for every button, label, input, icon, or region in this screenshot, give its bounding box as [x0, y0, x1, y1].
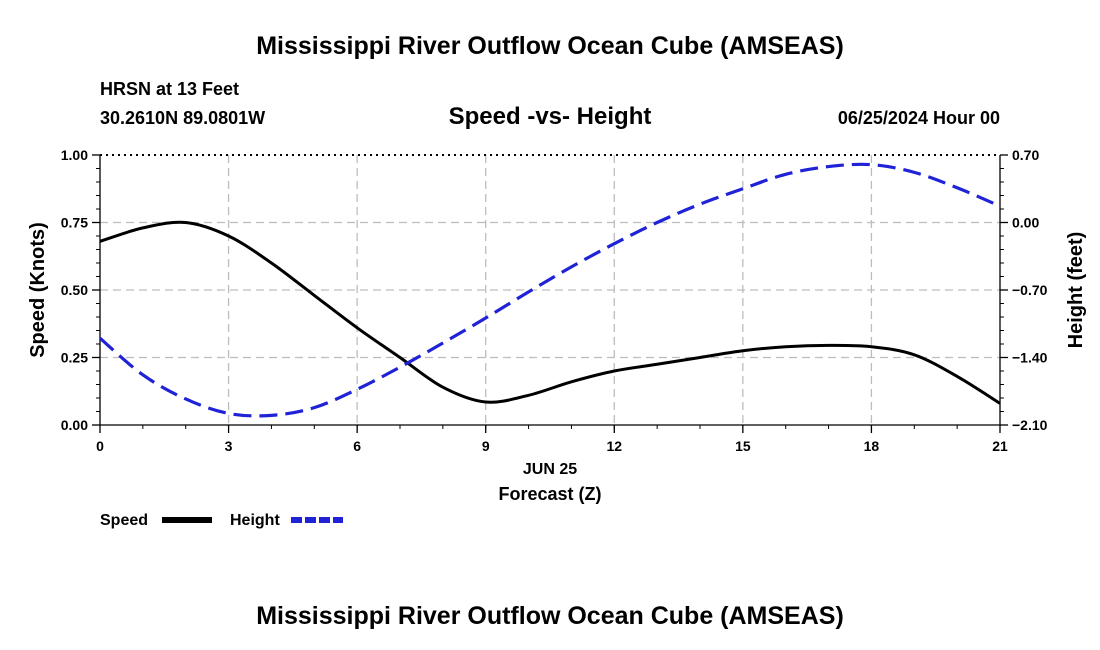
y-left-tick-label: 1.00 [61, 147, 88, 163]
legend-speed-label: Speed [100, 512, 148, 529]
y-right-axis-title: Height (feet) [1065, 232, 1087, 349]
plot-area: 0.00 0.25 0.50 0.75 1.00 −2.10 −1.40 −0.70 0.00 0… [61, 147, 1048, 454]
grid-lines [100, 155, 1000, 425]
x-tick-label: 3 [225, 438, 233, 454]
x-tick-label: 9 [482, 438, 490, 454]
x-tick-label: 21 [992, 438, 1008, 454]
series-lines [98, 162, 1001, 418]
x-tick-label: 15 [735, 438, 751, 454]
y-left-axis-title: Speed (Knots) [27, 222, 49, 358]
series-line-speed [99, 220, 1001, 405]
series-line-height [98, 162, 1001, 418]
chart-main-title: Mississippi River Outflow Ocean Cube (AM… [256, 32, 844, 60]
chart-subtitle: Speed -vs- Height [449, 103, 652, 130]
coordinates-label: 30.2610N 89.0801W [100, 108, 265, 128]
x-tick-label: 18 [864, 438, 880, 454]
x-tick-label: 0 [96, 438, 104, 454]
y-left-tick-label: 0.75 [61, 215, 88, 231]
y-left-tick-label: 0.50 [61, 282, 88, 298]
y-right-tick-label: −1.40 [1012, 350, 1048, 366]
station-label: HRSN at 13 Feet [100, 79, 239, 99]
forecast-datetime: 06/25/2024 Hour 00 [838, 108, 1000, 128]
x-tick-label: 12 [606, 438, 622, 454]
y-right-tick-label: 0.70 [1012, 147, 1039, 163]
y-left-tick-label: 0.00 [61, 417, 88, 433]
x-date-label: JUN 25 [523, 461, 577, 478]
x-axis-title: Forecast (Z) [498, 484, 601, 504]
y-right-tick-label: 0.00 [1012, 215, 1039, 231]
y-right-tick-label: −0.70 [1012, 282, 1048, 298]
y-left-tick-label: 0.25 [61, 350, 88, 366]
plot-frame [99, 154, 1001, 426]
footer-title: Mississippi River Outflow Ocean Cube (AM… [256, 602, 844, 630]
legend-height-label: Height [230, 512, 280, 529]
y-right-tick-label: −2.10 [1012, 417, 1048, 433]
legend: Speed Height [100, 512, 343, 529]
axis-ticks: 0.00 0.25 0.50 0.75 1.00 −2.10 −1.40 −0.70 0.00 0… [61, 147, 1048, 454]
x-tick-label: 6 [353, 438, 361, 454]
